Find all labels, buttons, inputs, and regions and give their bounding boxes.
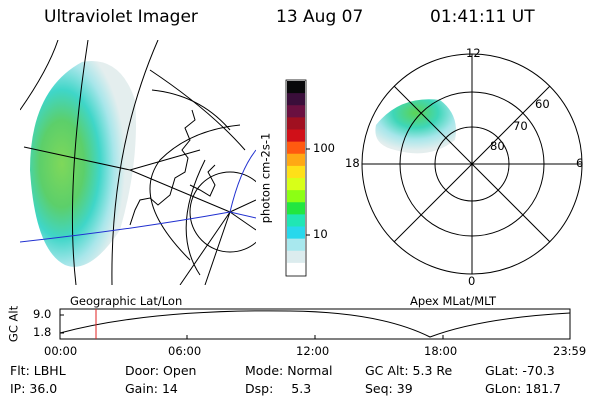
alt-xtick-2359: 23:59 (553, 344, 587, 358)
colorbar-tick-10: 10 (313, 227, 328, 241)
info-seq: Seq: 39 (365, 381, 413, 396)
colorbar-segment (287, 238, 305, 252)
lat-label-60: 60 (535, 97, 550, 111)
colorbar-segment (287, 262, 305, 276)
instrument-title: Ultraviolet Imager (44, 7, 198, 27)
colorbar-segment (287, 250, 305, 264)
alt-xtick-1800: 18:00 (424, 344, 458, 358)
colorbar-segment (287, 81, 305, 94)
polar-panel-label: Apex MLat/MLT (410, 294, 497, 308)
door-value: Open (163, 363, 197, 378)
colorbar-segment (287, 190, 305, 203)
colorbar-segment (287, 105, 305, 118)
alt-ytick-1.8: 1.8 (33, 325, 52, 339)
dsp-value: 5.3 (291, 381, 312, 396)
geographic-image (20, 40, 256, 285)
colorbar (285, 79, 310, 277)
info-ip: IP: 36.0 (10, 381, 58, 396)
colorbar-segment (287, 226, 305, 240)
flt-value: LBHL (33, 363, 66, 378)
mode-value: Normal (287, 363, 333, 378)
mlt-label-12: 12 (466, 46, 481, 60)
info-glon: GLon: 181.7 (485, 381, 561, 396)
colorbar-segment (287, 129, 305, 143)
colorbar-segment (287, 165, 305, 179)
alt-ylabel: GC Alt (6, 305, 21, 343)
colorbar-unit-label: photon cm-2s-1 (258, 132, 273, 224)
colorbar-segment (287, 117, 305, 131)
altitude-plot (59, 308, 571, 340)
info-door: Door: Open (125, 363, 197, 378)
alt-xtick-0600: 06:00 (168, 344, 202, 358)
colorbar-segment (287, 178, 305, 191)
seq-value: 39 (396, 381, 413, 396)
mlt-label-6: 6 (576, 156, 584, 170)
glat-value: -70.3 (522, 363, 555, 378)
info-dsp: Dsp: 5.3 (245, 381, 312, 396)
date-label: 13 Aug 07 (276, 7, 364, 27)
lat-label-70: 70 (513, 119, 528, 133)
lat-label-80: 80 (490, 139, 505, 153)
glon-value: 181.7 (525, 381, 561, 396)
colorbar-segment (287, 202, 305, 215)
alt-ytick-9: 9.0 (33, 307, 52, 321)
ip-value: 36.0 (29, 381, 58, 396)
colorbar-segment (287, 141, 305, 155)
colorbar-segment (287, 93, 305, 106)
colorbar-segment (287, 214, 305, 228)
info-mode: Mode: Normal (245, 363, 333, 378)
gcalt-value: 5.3 Re (412, 363, 453, 378)
mlt-label-18: 18 (345, 156, 360, 170)
polar-image (361, 53, 583, 275)
mlt-label-0: 0 (468, 274, 476, 288)
info-glat: GLat: -70.3 (485, 363, 555, 378)
alt-xtick-1200: 12:00 (296, 344, 330, 358)
colorbar-tick-100: 100 (313, 141, 335, 155)
geo-panel-label: Geographic Lat/Lon (70, 294, 183, 308)
info-flt: Flt: LBHL (10, 363, 66, 378)
colorbar-segment (287, 153, 305, 167)
info-gcalt: GC Alt: 5.3 Re (365, 363, 453, 378)
alt-xtick-0000: 00:00 (44, 344, 78, 358)
info-gain: Gain: 14 (125, 381, 178, 396)
time-label: 01:41:11 UT (430, 7, 535, 27)
gain-value: 14 (161, 381, 178, 396)
